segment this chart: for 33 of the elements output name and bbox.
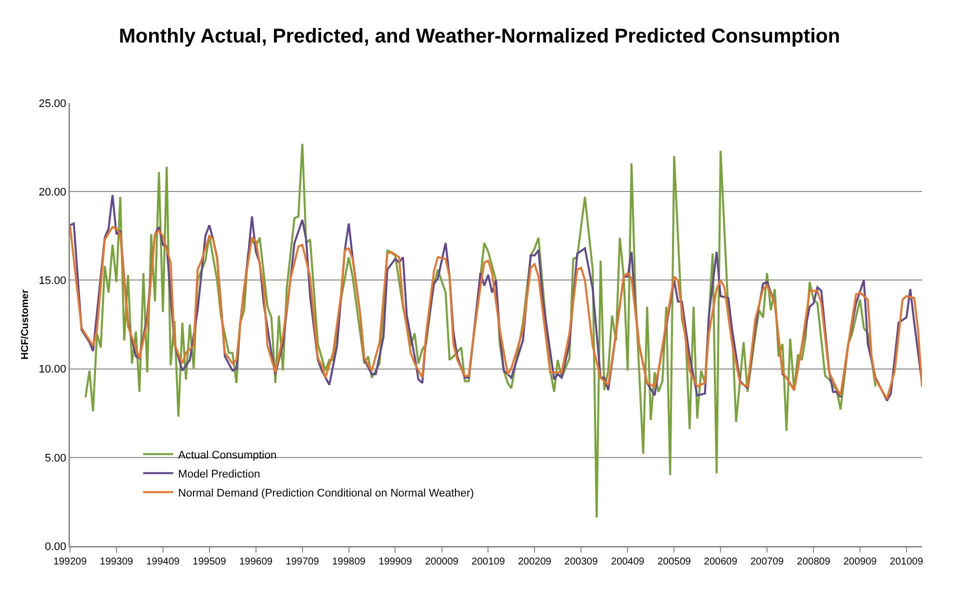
x-tick-label: 200509 (657, 556, 692, 568)
x-tick-label: 200009 (425, 556, 459, 568)
legend-label: Normal Demand (Prediction Conditional on Normal Weather) (178, 487, 474, 500)
y-tick-label: 0.00 (44, 540, 66, 553)
x-tick-label: 200609 (704, 556, 738, 568)
x-tick-label: 200909 (843, 556, 878, 568)
x-tick-label: 199909 (378, 556, 412, 568)
x-tick-label: 201009 (890, 556, 924, 568)
x-tick-label: 200209 (518, 556, 552, 568)
line-series (70, 194, 922, 402)
line-series (84, 142, 877, 519)
x-tick-label: 199209 (53, 556, 88, 568)
x-tick-label: 199509 (192, 556, 226, 568)
y-tick-label: 10.00 (38, 364, 66, 376)
x-tick-label: 199609 (239, 556, 274, 568)
line-series (70, 224, 922, 400)
x-tick-label: 199309 (100, 556, 134, 568)
x-tick-label: 199809 (332, 556, 366, 568)
y-tick-label: 25.00 (38, 98, 66, 110)
x-tick-label: 199409 (146, 556, 180, 568)
x-tick-label: 200409 (611, 556, 645, 568)
legend-label: Model Prediction (178, 468, 260, 480)
y-axis-title: HCF/Customer (20, 289, 32, 360)
x-tick-label: 200809 (796, 556, 831, 568)
y-tick-label: 15.00 (38, 275, 66, 288)
y-tick-label: 20.00 (38, 186, 66, 198)
x-tick-label: 200109 (472, 556, 506, 568)
x-tick-label: 200309 (564, 556, 598, 568)
legend-label: Actual Consumption (178, 449, 277, 462)
y-tick-label: 5.00 (44, 452, 66, 464)
chart-title: Monthly Actual, Predicted, and Weather-Normalized Predicted Consumption (118, 25, 840, 48)
x-tick-label: 200709 (750, 556, 784, 568)
x-tick-label: 199709 (286, 556, 320, 568)
